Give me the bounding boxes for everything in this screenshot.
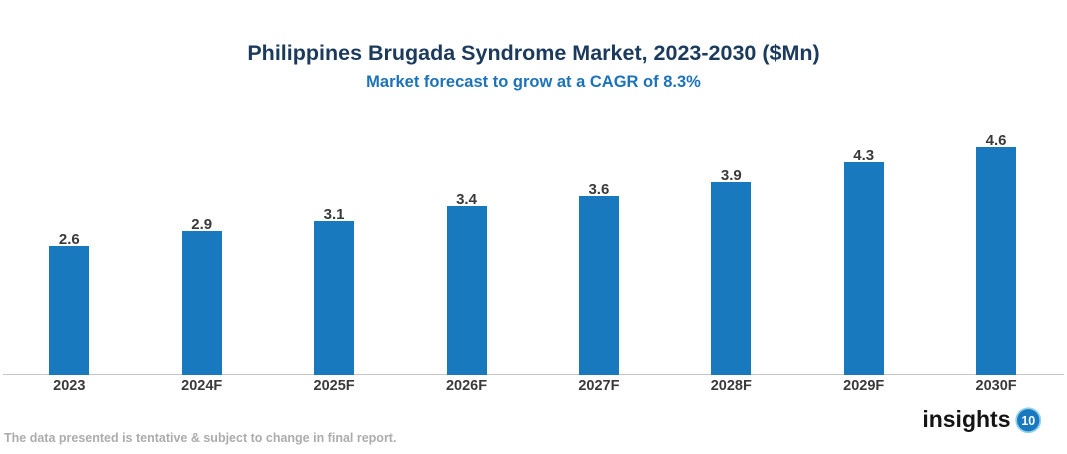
svg-text:10: 10 xyxy=(1021,413,1035,427)
